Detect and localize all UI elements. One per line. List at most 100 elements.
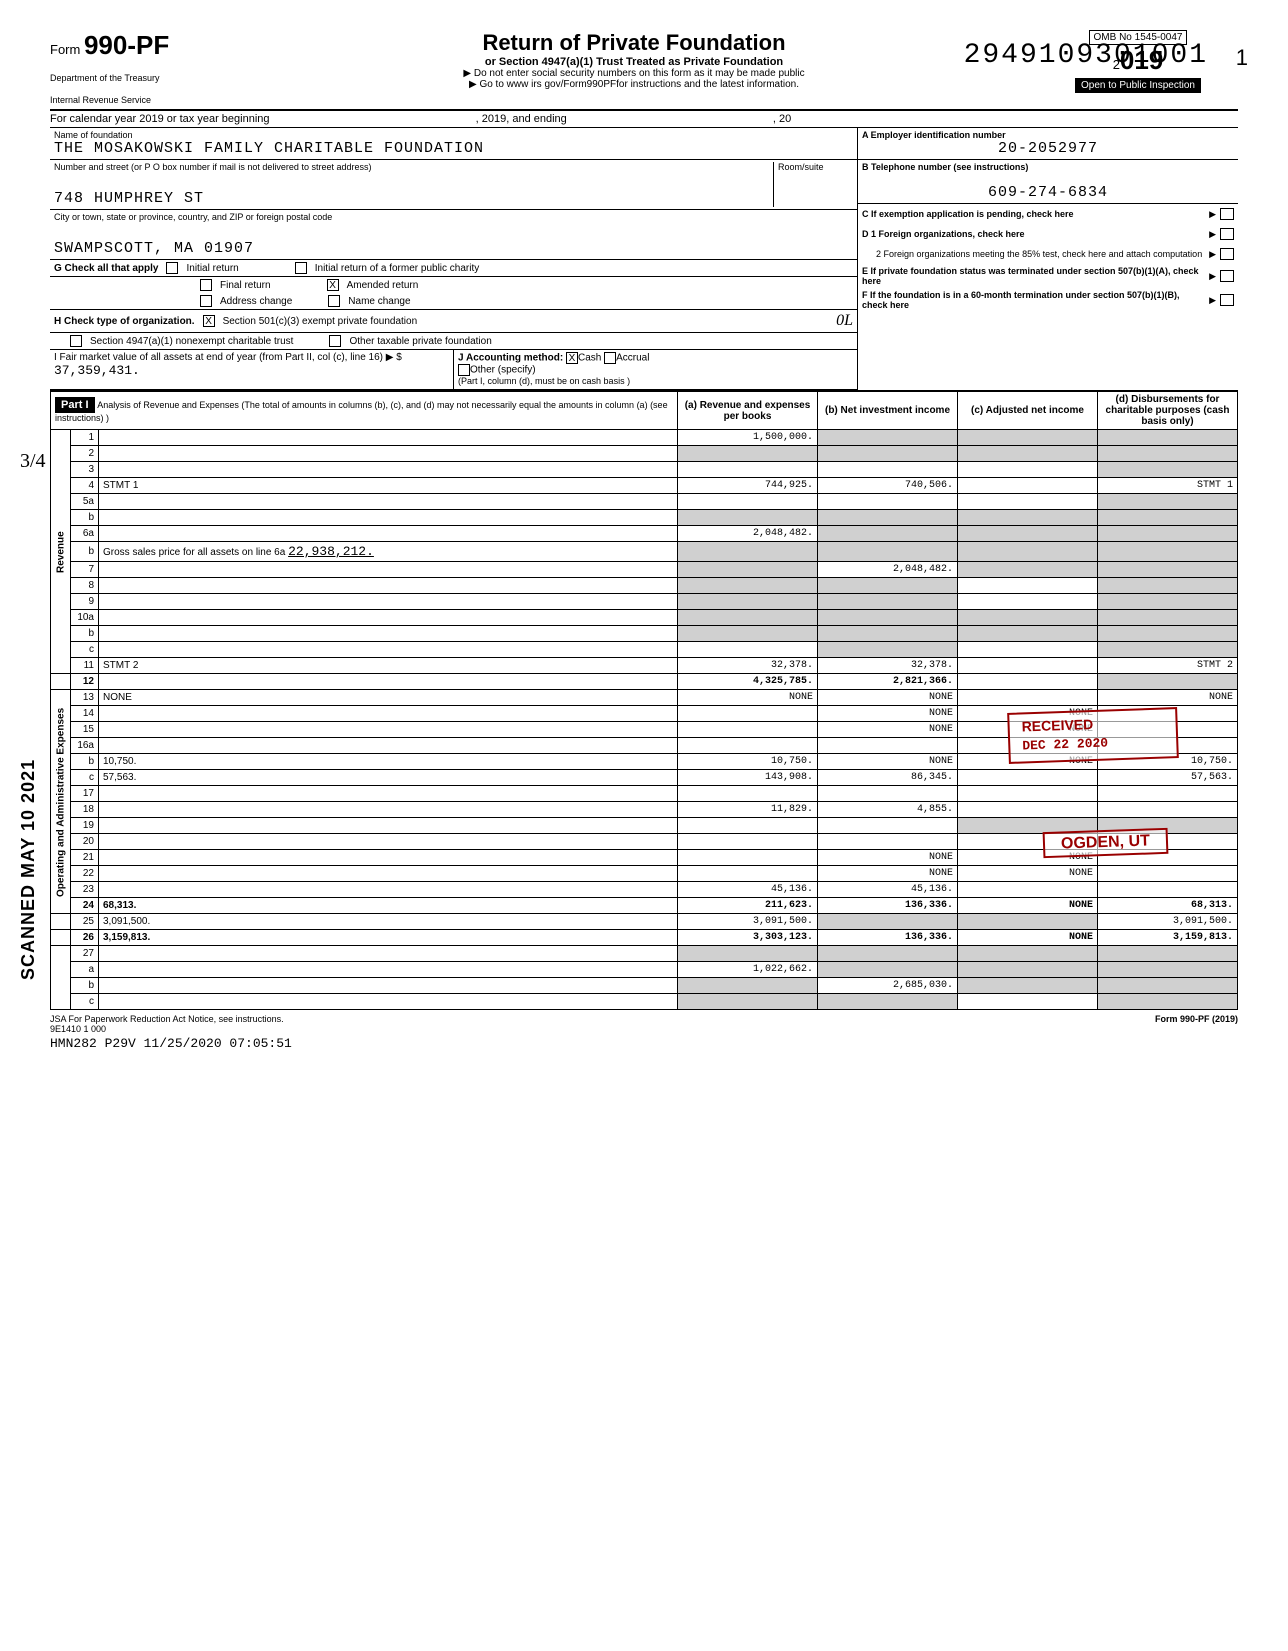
- cell-a: 143,908.: [678, 770, 818, 786]
- other-tax-checkbox[interactable]: [329, 335, 341, 347]
- form-number: 990-PF: [84, 30, 169, 60]
- row-desc: [99, 674, 678, 690]
- initial-former-checkbox[interactable]: [295, 262, 307, 274]
- cell-b: [818, 510, 958, 526]
- row-num: b: [71, 754, 99, 770]
- row-num: b: [71, 978, 99, 994]
- addr-change-checkbox[interactable]: [200, 295, 212, 307]
- row-num: c: [71, 770, 99, 786]
- g-row2: Final return XAmended return: [50, 277, 857, 293]
- row-desc: [99, 882, 678, 898]
- table-row: 2468,313.211,623.136,336.NONE68,313.: [51, 898, 1238, 914]
- b-label: B Telephone number (see instructions): [862, 162, 1028, 172]
- g-label: G Check all that apply: [54, 263, 158, 274]
- entity-info: Name of foundation THE MOSAKOWSKI FAMILY…: [50, 128, 1238, 391]
- h-label: H Check type of organization.: [54, 316, 195, 327]
- inline-val: 22,938,212.: [288, 544, 374, 559]
- row-num: 14: [71, 706, 99, 722]
- cash-checkbox[interactable]: X: [566, 352, 578, 364]
- received-date: DEC 22 2020: [1022, 734, 1164, 754]
- cell-c: [958, 578, 1098, 594]
- row-desc: [99, 850, 678, 866]
- initial-checkbox[interactable]: [166, 262, 178, 274]
- cell-d: [1098, 866, 1238, 882]
- col-c-header: (c) Adjusted net income: [958, 392, 1098, 430]
- row-desc: [99, 834, 678, 850]
- cell-d: [1098, 626, 1238, 642]
- c-checkbox[interactable]: [1220, 208, 1234, 220]
- cell-c: [958, 786, 1098, 802]
- form-note2: ▶ Go to www irs gov/Form990PFfor instruc…: [230, 79, 1038, 90]
- cell-d: [1098, 446, 1238, 462]
- handwritten-mark: 3/4: [20, 450, 46, 473]
- row-num: b: [71, 542, 99, 562]
- col-a-header: (a) Revenue and expenses per books: [678, 392, 818, 430]
- cell-c: [958, 642, 1098, 658]
- row-num: c: [71, 642, 99, 658]
- 4947-label: Section 4947(a)(1) nonexempt charitable …: [90, 336, 293, 347]
- 4947-checkbox[interactable]: [70, 335, 82, 347]
- foundation-name: THE MOSAKOWSKI FAMILY CHARITABLE FOUNDAT…: [54, 140, 853, 157]
- row-num: 6a: [71, 526, 99, 542]
- cell-c: NONE: [958, 866, 1098, 882]
- cell-d: STMT 2: [1098, 658, 1238, 674]
- row-desc: [99, 818, 678, 834]
- g-section: G Check all that apply Initial return In…: [50, 260, 857, 277]
- addr-label: Number and street (or P O box number if …: [54, 162, 773, 172]
- row-num: 20: [71, 834, 99, 850]
- other-tax-label: Other taxable private foundation: [349, 336, 491, 347]
- final-label: Final return: [220, 280, 271, 291]
- form-title: Return of Private Foundation: [230, 30, 1038, 56]
- 501c3-checkbox[interactable]: X: [203, 315, 215, 327]
- cell-b: 2,685,030.: [818, 978, 958, 994]
- table-row: c57,563.143,908.86,345.57,563.: [51, 770, 1238, 786]
- row-desc: [99, 494, 678, 510]
- dept-line2: Internal Revenue Service: [50, 95, 230, 105]
- cell-d: [1098, 542, 1238, 562]
- handwritten-0l: 0L: [836, 312, 853, 330]
- cell-a: [678, 786, 818, 802]
- table-row: 124,325,785.2,821,366.: [51, 674, 1238, 690]
- row-desc: 57,563.: [99, 770, 678, 786]
- d1-label: D 1 Foreign organizations, check here: [862, 229, 1205, 239]
- cell-d: [1098, 882, 1238, 898]
- row-desc: [99, 786, 678, 802]
- cell-a: [678, 738, 818, 754]
- row-desc: [99, 430, 678, 446]
- cell-d: [1098, 610, 1238, 626]
- cell-d: [1098, 430, 1238, 446]
- row-num: 12: [71, 674, 99, 690]
- cell-d: STMT 1: [1098, 478, 1238, 494]
- name-change-checkbox[interactable]: [328, 295, 340, 307]
- cell-b: [818, 462, 958, 478]
- expenses-side-label: Operating and Administrative Expenses: [51, 690, 71, 914]
- part-header: Part I: [55, 397, 95, 413]
- cell-b: [818, 642, 958, 658]
- g-row3: Address change Name change: [50, 293, 857, 310]
- part-title: Analysis of Revenue and Expenses (The to…: [55, 400, 668, 423]
- accrual-checkbox[interactable]: [604, 352, 616, 364]
- cell-d: [1098, 594, 1238, 610]
- table-row: 27: [51, 946, 1238, 962]
- received-stamp: RECEIVED DEC 22 2020: [1007, 707, 1179, 764]
- row-desc: [99, 562, 678, 578]
- row-num: c: [71, 994, 99, 1010]
- cell-b: [818, 610, 958, 626]
- cell-a: [678, 446, 818, 462]
- amended-checkbox[interactable]: X: [327, 279, 339, 291]
- d1-checkbox[interactable]: [1220, 228, 1234, 240]
- table-row: 11STMT 232,378.32,378.STMT 2: [51, 658, 1238, 674]
- other-method-checkbox[interactable]: [458, 364, 470, 376]
- cell-a: [678, 542, 818, 562]
- final-checkbox[interactable]: [200, 279, 212, 291]
- cell-b: NONE: [818, 690, 958, 706]
- cell-b: 136,336.: [818, 898, 958, 914]
- d2-checkbox[interactable]: [1220, 248, 1234, 260]
- name-change-label: Name change: [348, 296, 410, 307]
- f-checkbox[interactable]: [1220, 294, 1234, 306]
- row-desc: [99, 706, 678, 722]
- row-desc: Gross sales price for all assets on line…: [103, 547, 285, 558]
- cell-c: [958, 882, 1098, 898]
- e-checkbox[interactable]: [1220, 270, 1234, 282]
- cell-a: [678, 834, 818, 850]
